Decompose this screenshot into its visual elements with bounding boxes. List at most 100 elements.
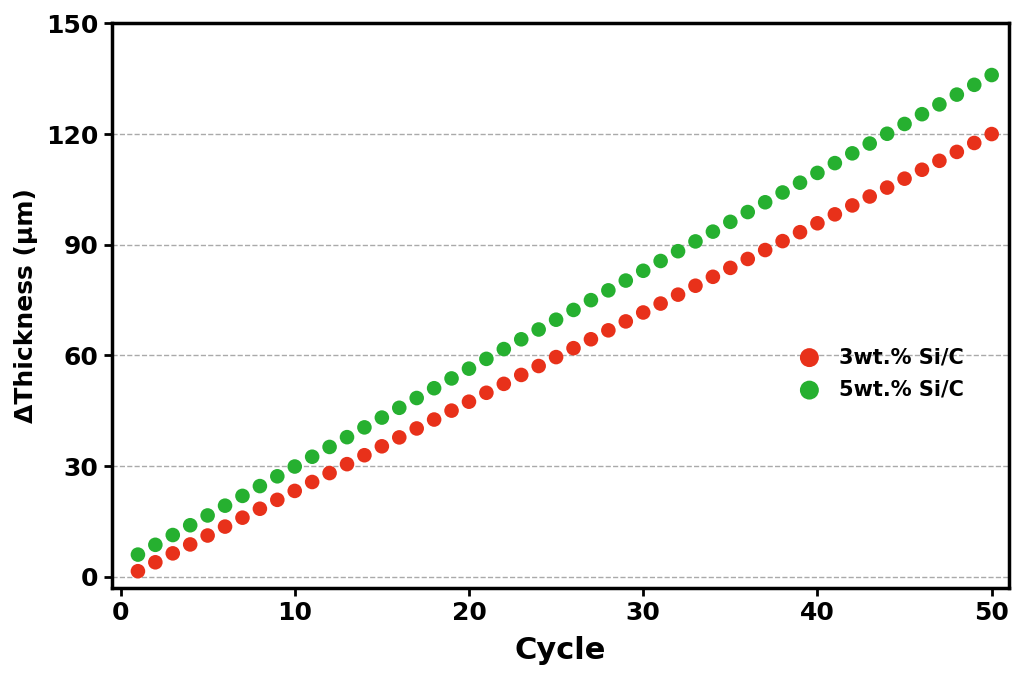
3wt.% Si/C xyxy=(878,182,895,193)
3wt.% Si/C xyxy=(217,521,234,532)
5wt.% Si/C xyxy=(931,99,947,110)
5wt.% Si/C xyxy=(966,79,982,90)
3wt.% Si/C xyxy=(392,432,408,443)
5wt.% Si/C xyxy=(270,471,286,481)
5wt.% Si/C xyxy=(723,217,739,227)
3wt.% Si/C xyxy=(548,352,565,363)
5wt.% Si/C xyxy=(287,461,303,472)
3wt.% Si/C xyxy=(461,397,478,407)
X-axis label: Cycle: Cycle xyxy=(515,636,606,665)
5wt.% Si/C xyxy=(444,373,460,384)
5wt.% Si/C xyxy=(252,481,269,492)
3wt.% Si/C xyxy=(409,423,425,434)
5wt.% Si/C xyxy=(601,285,617,296)
5wt.% Si/C xyxy=(896,119,912,130)
3wt.% Si/C xyxy=(810,218,826,229)
5wt.% Si/C xyxy=(844,148,860,159)
3wt.% Si/C xyxy=(514,369,530,380)
5wt.% Si/C xyxy=(653,255,669,266)
3wt.% Si/C xyxy=(653,298,669,309)
3wt.% Si/C xyxy=(287,485,303,496)
5wt.% Si/C xyxy=(636,265,652,276)
3wt.% Si/C xyxy=(182,539,199,550)
3wt.% Si/C xyxy=(844,200,860,211)
3wt.% Si/C xyxy=(444,405,460,416)
5wt.% Si/C xyxy=(235,490,251,501)
3wt.% Si/C xyxy=(339,459,356,470)
3wt.% Si/C xyxy=(688,280,704,291)
5wt.% Si/C xyxy=(705,226,722,237)
5wt.% Si/C xyxy=(322,441,338,452)
5wt.% Si/C xyxy=(548,314,565,325)
5wt.% Si/C xyxy=(130,549,147,560)
3wt.% Si/C xyxy=(479,387,495,398)
5wt.% Si/C xyxy=(913,109,930,120)
5wt.% Si/C xyxy=(775,187,791,198)
3wt.% Si/C xyxy=(426,414,443,425)
3wt.% Si/C xyxy=(913,164,930,175)
3wt.% Si/C xyxy=(374,441,391,452)
5wt.% Si/C xyxy=(217,500,234,511)
5wt.% Si/C xyxy=(392,403,408,414)
5wt.% Si/C xyxy=(479,354,495,365)
5wt.% Si/C xyxy=(409,392,425,403)
3wt.% Si/C xyxy=(896,173,912,184)
3wt.% Si/C xyxy=(827,209,844,220)
5wt.% Si/C xyxy=(810,168,826,179)
5wt.% Si/C xyxy=(304,452,321,462)
5wt.% Si/C xyxy=(948,89,965,100)
5wt.% Si/C xyxy=(618,275,634,286)
5wt.% Si/C xyxy=(740,206,756,217)
5wt.% Si/C xyxy=(827,158,844,168)
Y-axis label: ΔThickness (μm): ΔThickness (μm) xyxy=(14,188,38,423)
3wt.% Si/C xyxy=(583,334,600,345)
5wt.% Si/C xyxy=(496,344,512,354)
5wt.% Si/C xyxy=(165,530,181,540)
3wt.% Si/C xyxy=(235,512,251,523)
3wt.% Si/C xyxy=(200,530,216,541)
3wt.% Si/C xyxy=(705,272,722,282)
3wt.% Si/C xyxy=(861,191,877,202)
3wt.% Si/C xyxy=(966,138,982,149)
5wt.% Si/C xyxy=(514,334,530,345)
3wt.% Si/C xyxy=(775,236,791,246)
5wt.% Si/C xyxy=(670,246,687,257)
5wt.% Si/C xyxy=(200,510,216,521)
3wt.% Si/C xyxy=(983,128,999,139)
5wt.% Si/C xyxy=(148,539,164,550)
5wt.% Si/C xyxy=(566,304,582,315)
3wt.% Si/C xyxy=(304,477,321,488)
3wt.% Si/C xyxy=(322,468,338,479)
3wt.% Si/C xyxy=(618,316,634,327)
Legend: 3wt.% Si/C, 5wt.% Si/C: 3wt.% Si/C, 5wt.% Si/C xyxy=(780,339,972,408)
3wt.% Si/C xyxy=(670,289,687,300)
5wt.% Si/C xyxy=(426,383,443,394)
3wt.% Si/C xyxy=(931,155,947,166)
3wt.% Si/C xyxy=(252,503,269,514)
3wt.% Si/C xyxy=(270,494,286,505)
3wt.% Si/C xyxy=(740,253,756,264)
3wt.% Si/C xyxy=(357,449,373,460)
3wt.% Si/C xyxy=(792,227,809,238)
5wt.% Si/C xyxy=(182,520,199,531)
3wt.% Si/C xyxy=(601,325,617,335)
5wt.% Si/C xyxy=(374,412,391,423)
5wt.% Si/C xyxy=(357,422,373,433)
5wt.% Si/C xyxy=(688,236,704,247)
3wt.% Si/C xyxy=(723,263,739,274)
3wt.% Si/C xyxy=(636,307,652,318)
3wt.% Si/C xyxy=(757,244,774,255)
3wt.% Si/C xyxy=(130,566,147,576)
3wt.% Si/C xyxy=(496,378,512,389)
5wt.% Si/C xyxy=(757,197,774,208)
3wt.% Si/C xyxy=(948,147,965,158)
5wt.% Si/C xyxy=(861,138,877,149)
3wt.% Si/C xyxy=(566,343,582,354)
3wt.% Si/C xyxy=(165,548,181,559)
5wt.% Si/C xyxy=(531,324,547,335)
5wt.% Si/C xyxy=(339,432,356,443)
5wt.% Si/C xyxy=(461,363,478,374)
5wt.% Si/C xyxy=(792,177,809,188)
3wt.% Si/C xyxy=(148,557,164,568)
3wt.% Si/C xyxy=(531,361,547,371)
